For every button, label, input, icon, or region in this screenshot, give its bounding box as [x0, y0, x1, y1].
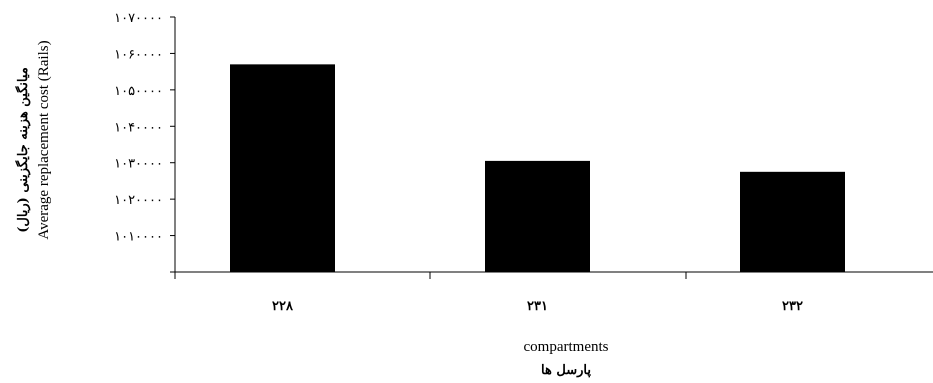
- y-axis-ticks: ۱۰۱۰۰۰۰ ۱۰۲۰۰۰۰ ۱۰۳۰۰۰۰ ۱۰۴۰۰۰۰ ۱۰۵۰۰۰۰ ۱۰۶۰۰…: [114, 11, 175, 273]
- x-axis-ticks: ۲۲۸ ۲۳۱ ۲۳۲: [174, 272, 803, 314]
- y-axis-title: Average replacement cost (Rails): [36, 40, 52, 239]
- x-axis-title-persian: پارسل ها: [541, 363, 591, 378]
- bars: [230, 64, 845, 272]
- y-tick-label: ۱۰۶۰۰۰۰: [114, 47, 163, 62]
- y-tick-label: ۱۰۲۰۰۰۰: [114, 193, 163, 208]
- x-tick-label: ۲۳۱: [527, 299, 548, 314]
- y-tick-label: ۱۰۷۰۰۰۰: [114, 11, 163, 26]
- x-tick-label: ۲۲۸: [272, 299, 294, 314]
- bar-3: [740, 171, 845, 272]
- y-tick-label: ۱۰۵۰۰۰۰: [114, 84, 163, 99]
- y-tick-label: ۱۰۱۰۰۰۰: [114, 230, 163, 245]
- x-tick-label: ۲۳۲: [782, 299, 803, 314]
- y-tick-label: ۱۰۴۰۰۰۰: [114, 120, 163, 135]
- bar-1: [230, 64, 335, 272]
- x-axis-title: compartments: [524, 339, 609, 355]
- bar-2: [485, 160, 590, 272]
- y-axis-title-persian: میانگین هزینه جایگزینی (ریال): [14, 67, 31, 233]
- y-tick-label: ۱۰۳۰۰۰۰: [114, 157, 163, 172]
